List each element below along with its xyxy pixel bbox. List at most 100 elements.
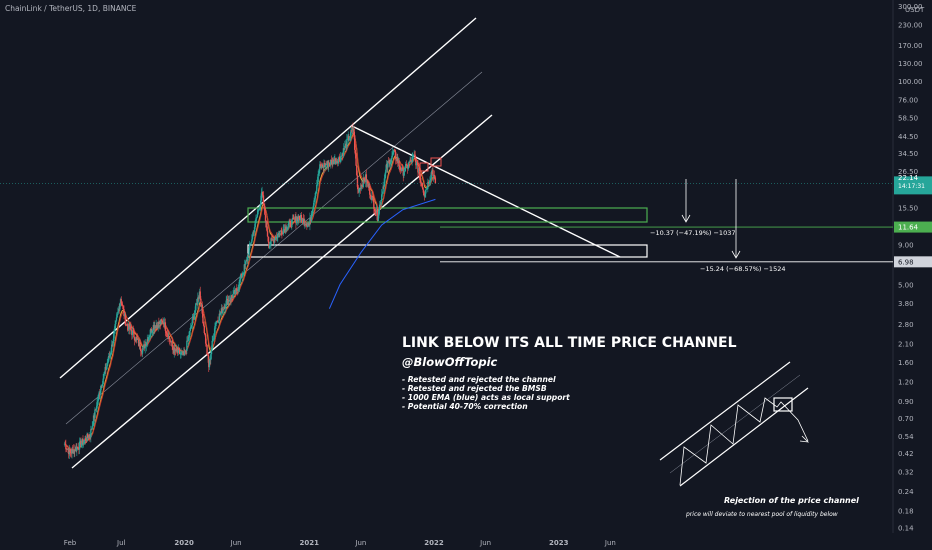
candle-body	[257, 210, 259, 215]
candle-body	[273, 238, 276, 243]
candle-body	[429, 178, 432, 180]
candle-body	[173, 347, 175, 354]
candle-body	[83, 439, 86, 442]
current-price-tag: 22.14 14:17:31	[894, 174, 932, 195]
symbol-title[interactable]: ChainLink / TetherUS, 1D, BINANCE	[5, 4, 137, 13]
candle-body	[264, 214, 267, 223]
candle-body	[166, 333, 169, 335]
candle-body	[174, 347, 176, 350]
candle-body	[130, 329, 133, 332]
candle-body	[257, 209, 260, 211]
candle-body	[103, 373, 105, 379]
price-tick-label: 300.00	[898, 3, 923, 11]
candle-body	[363, 177, 365, 180]
candle-body	[298, 215, 301, 219]
candle-body	[80, 443, 83, 447]
candle-body	[141, 349, 144, 354]
inset-arrow-head	[799, 435, 810, 443]
candle-body	[275, 236, 277, 241]
white-liquidity-box[interactable]	[247, 244, 648, 258]
candle-body	[319, 164, 322, 166]
candlestick-series[interactable]	[63, 122, 437, 460]
candle-body	[292, 217, 294, 219]
candle-body	[354, 149, 357, 155]
candle-body	[212, 338, 214, 341]
candle-body	[398, 160, 400, 166]
candle-body	[432, 169, 434, 177]
price-axis[interactable]: 300.00 230.00 170.00 130.00 100.00 76.00 58.50…	[898, 3, 923, 532]
price-tick-label: 0.42	[898, 450, 914, 458]
candle-body	[295, 216, 297, 224]
candle-body	[150, 328, 153, 333]
candle-body	[201, 304, 203, 314]
price-tick-label: 0.90	[898, 398, 914, 406]
inset-subtitle: price will deviate to nearest pool of li…	[685, 511, 838, 518]
candle-body	[357, 186, 359, 190]
candle-body	[207, 354, 209, 355]
candle-body	[350, 130, 353, 131]
candle-body	[362, 177, 364, 187]
downtrend-line[interactable]	[351, 125, 621, 258]
candle-body	[306, 225, 309, 227]
candle-body	[263, 204, 265, 207]
candle-body	[125, 324, 127, 326]
candle-body	[116, 314, 118, 318]
candle-body	[354, 135, 356, 150]
candle-body	[190, 324, 193, 328]
candle-body	[314, 192, 317, 199]
candle-body	[399, 167, 402, 170]
candle-body	[271, 238, 274, 240]
candle-body	[71, 448, 73, 454]
candle-body	[275, 236, 278, 238]
candle-body	[268, 244, 271, 249]
candle-body	[235, 288, 237, 294]
bullet-4: - Potential 40-70% correction	[402, 402, 528, 411]
time-tick-label: Feb	[64, 539, 77, 547]
candle-body	[85, 440, 88, 442]
rejection-marker-2	[419, 162, 429, 172]
candle-body	[166, 332, 168, 334]
price-tick-label: 5.00	[898, 282, 914, 290]
candle-body	[65, 444, 67, 450]
candle-body	[200, 298, 202, 307]
candle-body	[238, 286, 240, 289]
candle-body	[119, 303, 121, 310]
candle-body	[411, 157, 413, 163]
candle-body	[383, 186, 385, 188]
candle-body	[208, 359, 211, 368]
price-tick-label: 76.00	[898, 97, 918, 105]
candle-body	[394, 150, 396, 153]
candle-body	[419, 177, 422, 183]
channel-upper-line[interactable]	[59, 17, 477, 379]
candle-body	[128, 323, 131, 329]
candle-body	[268, 241, 270, 249]
candle-body	[224, 306, 227, 309]
candle-body	[416, 161, 418, 163]
candle-body	[215, 321, 218, 324]
candle-body	[422, 189, 425, 193]
candle-body	[227, 299, 229, 305]
candle-body	[307, 224, 309, 226]
candle-body	[152, 330, 154, 332]
price-unit-label: USDT	[905, 6, 925, 14]
candle-body	[349, 135, 351, 139]
time-axis[interactable]: Feb Jul 2020 Jun 2021 Jun 2022 Jun 2023 Jun	[64, 539, 616, 547]
candle-body	[135, 337, 137, 341]
green-liquidity-box[interactable]	[247, 207, 648, 223]
price-tick-label: 1.60	[898, 359, 914, 367]
candle-body	[117, 308, 120, 312]
measure-label-2: −15.24 (−68.57%) −1524	[700, 265, 785, 273]
candle-body	[328, 163, 330, 167]
candle-body	[387, 161, 389, 168]
candle-body	[288, 220, 290, 224]
candle-body	[399, 165, 401, 168]
candle-body	[250, 242, 252, 244]
candle-body	[97, 394, 100, 401]
candle-body	[259, 205, 261, 210]
candle-body	[381, 194, 383, 200]
candle-body	[401, 167, 403, 171]
candle-body	[252, 231, 254, 235]
candle-body	[381, 193, 384, 195]
ema-1000-line	[328, 198, 436, 309]
